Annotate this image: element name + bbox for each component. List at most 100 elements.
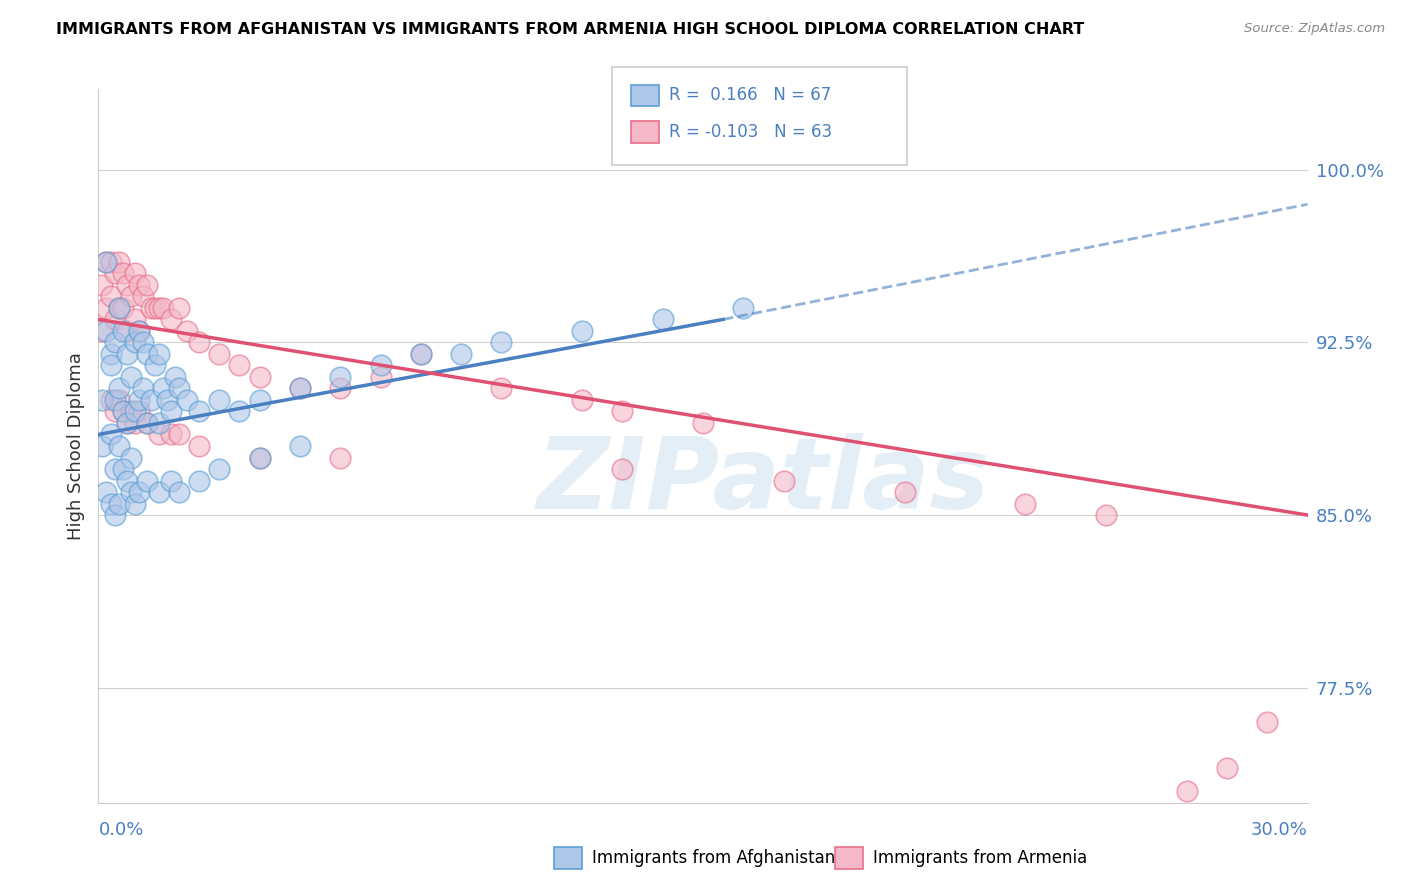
Point bbox=[103, 404, 125, 418]
Point bbox=[91, 277, 114, 292]
Point bbox=[135, 416, 157, 430]
Point bbox=[107, 497, 129, 511]
Point bbox=[143, 359, 166, 373]
Point bbox=[228, 404, 250, 418]
Point bbox=[107, 439, 129, 453]
Point bbox=[107, 301, 129, 315]
Point bbox=[111, 301, 134, 315]
Point bbox=[91, 324, 114, 338]
Point bbox=[249, 450, 271, 465]
Point bbox=[107, 392, 129, 407]
Point bbox=[1175, 784, 1198, 798]
Point bbox=[329, 381, 352, 395]
Point bbox=[128, 485, 150, 500]
Text: 0.0%: 0.0% bbox=[98, 822, 143, 839]
Point bbox=[409, 347, 432, 361]
Point bbox=[1095, 508, 1118, 522]
Point bbox=[156, 392, 179, 407]
Point bbox=[772, 474, 794, 488]
Point bbox=[143, 301, 166, 315]
Point bbox=[103, 335, 125, 350]
Text: 30.0%: 30.0% bbox=[1251, 822, 1308, 839]
Point bbox=[167, 485, 190, 500]
Point bbox=[107, 301, 129, 315]
Point bbox=[148, 485, 170, 500]
Point bbox=[132, 335, 155, 350]
Point bbox=[128, 277, 150, 292]
Point bbox=[167, 301, 190, 315]
Point bbox=[152, 301, 174, 315]
Point bbox=[100, 359, 122, 373]
Point bbox=[128, 324, 150, 338]
Point bbox=[135, 277, 157, 292]
Point bbox=[160, 427, 183, 442]
Point bbox=[491, 381, 513, 395]
Point bbox=[91, 392, 114, 407]
Point bbox=[120, 404, 142, 418]
Point bbox=[96, 255, 118, 269]
Point bbox=[111, 404, 134, 418]
Point bbox=[111, 404, 134, 418]
Point bbox=[288, 381, 311, 395]
Point bbox=[100, 255, 122, 269]
Point bbox=[148, 347, 170, 361]
Point bbox=[135, 347, 157, 361]
Point bbox=[120, 370, 142, 384]
Point bbox=[409, 347, 432, 361]
Point bbox=[208, 462, 231, 476]
Point bbox=[111, 462, 134, 476]
Point bbox=[249, 450, 271, 465]
Point bbox=[148, 427, 170, 442]
Point bbox=[208, 392, 231, 407]
Point bbox=[249, 370, 271, 384]
Point bbox=[124, 416, 146, 430]
Point bbox=[135, 474, 157, 488]
Point bbox=[176, 392, 198, 407]
Point bbox=[733, 301, 755, 315]
Point bbox=[100, 392, 122, 407]
Point bbox=[115, 277, 138, 292]
Point bbox=[100, 427, 122, 442]
Text: Immigrants from Afghanistan: Immigrants from Afghanistan bbox=[592, 849, 835, 867]
Point bbox=[370, 359, 392, 373]
Point bbox=[103, 312, 125, 326]
Text: R =  0.166   N = 67: R = 0.166 N = 67 bbox=[669, 87, 831, 104]
Point bbox=[893, 485, 915, 500]
Point bbox=[176, 324, 198, 338]
Point bbox=[188, 474, 211, 488]
Point bbox=[128, 324, 150, 338]
Point bbox=[107, 255, 129, 269]
Point bbox=[148, 416, 170, 430]
Point bbox=[115, 474, 138, 488]
Point bbox=[103, 462, 125, 476]
Point bbox=[139, 392, 162, 407]
Point bbox=[160, 312, 183, 326]
Point bbox=[96, 301, 118, 315]
Text: Immigrants from Armenia: Immigrants from Armenia bbox=[873, 849, 1087, 867]
Point bbox=[167, 427, 190, 442]
Point bbox=[91, 439, 114, 453]
Text: Source: ZipAtlas.com: Source: ZipAtlas.com bbox=[1244, 22, 1385, 36]
Point bbox=[450, 347, 472, 361]
Point bbox=[152, 381, 174, 395]
Point bbox=[107, 381, 129, 395]
Point bbox=[115, 416, 138, 430]
Point bbox=[103, 508, 125, 522]
Point bbox=[132, 381, 155, 395]
Point bbox=[160, 474, 183, 488]
Point bbox=[100, 289, 122, 303]
Point bbox=[115, 324, 138, 338]
Point bbox=[612, 404, 634, 418]
Point bbox=[124, 335, 146, 350]
Point bbox=[188, 439, 211, 453]
Point bbox=[96, 255, 118, 269]
Point bbox=[128, 392, 150, 407]
Point bbox=[120, 450, 142, 465]
Point bbox=[103, 266, 125, 280]
Point bbox=[612, 462, 634, 476]
Point bbox=[208, 347, 231, 361]
Point bbox=[124, 497, 146, 511]
Point bbox=[124, 404, 146, 418]
Point bbox=[100, 497, 122, 511]
Point bbox=[692, 416, 714, 430]
